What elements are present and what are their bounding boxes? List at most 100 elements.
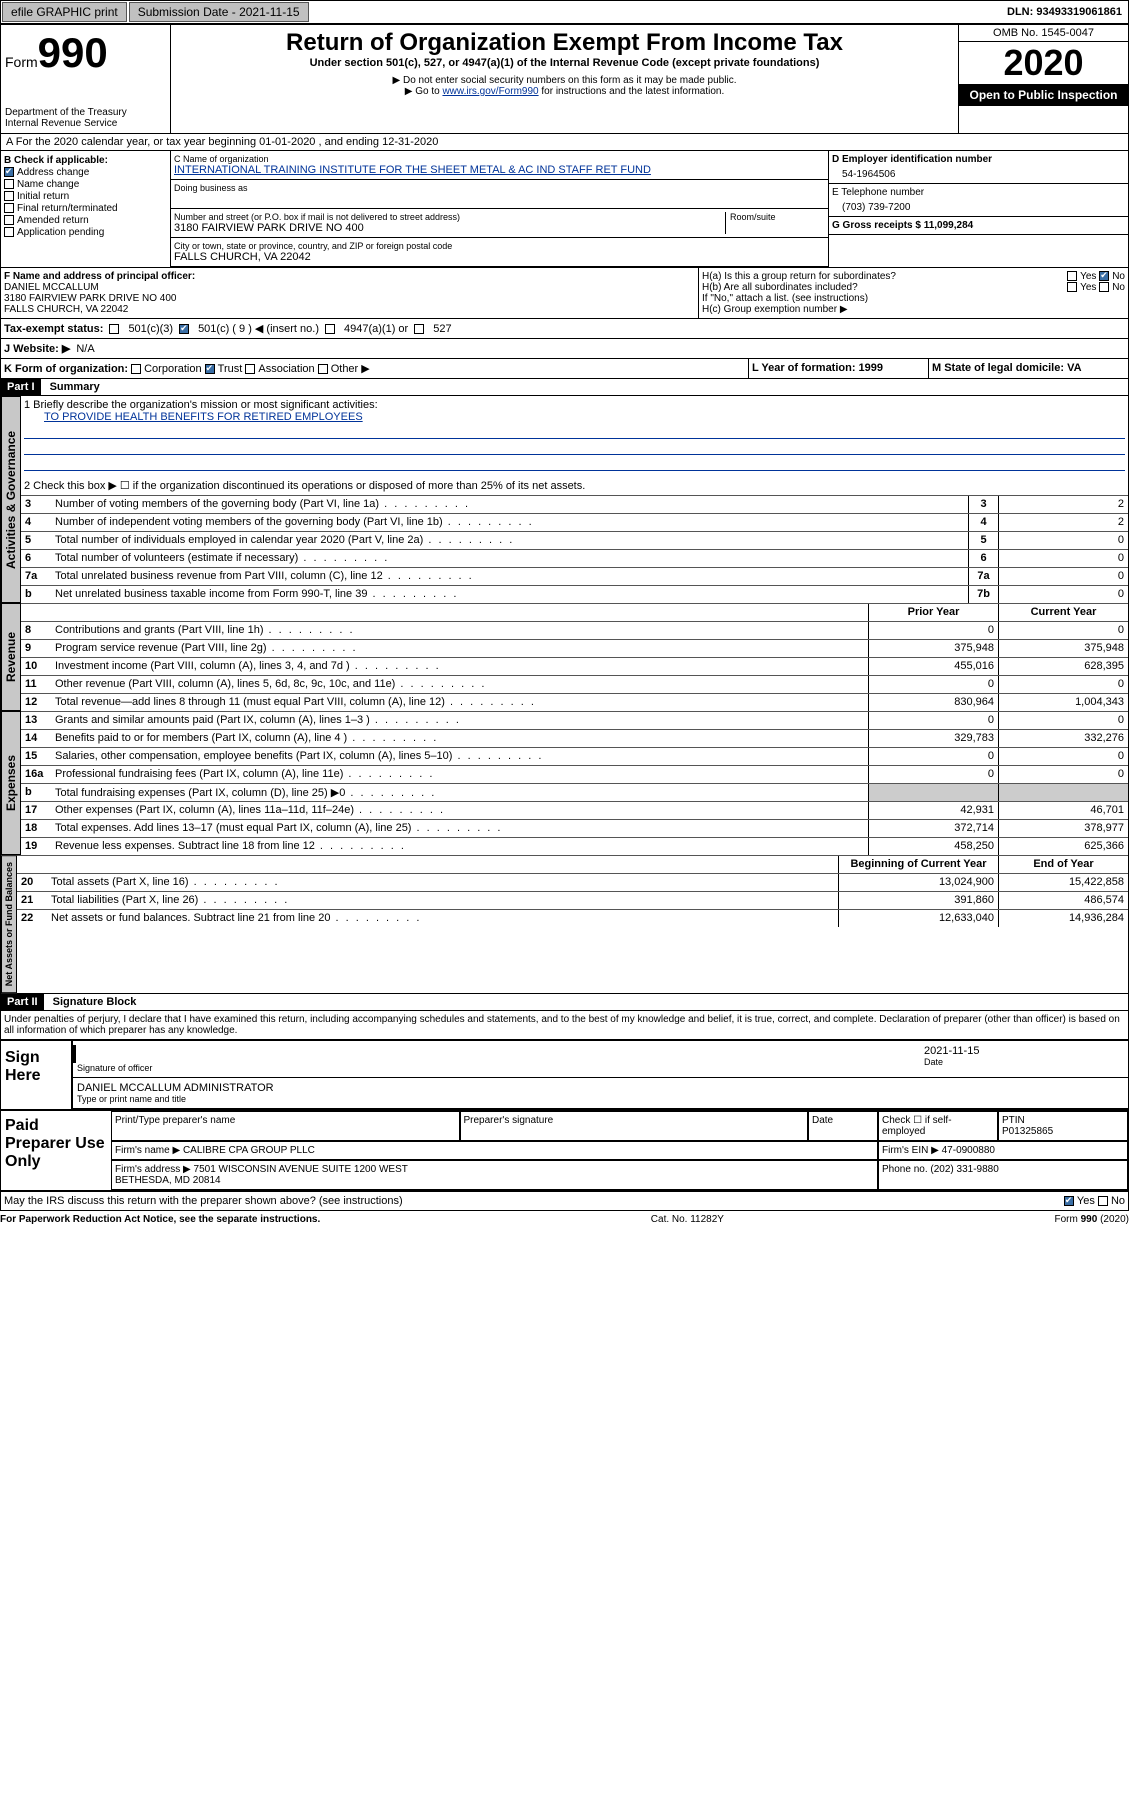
city-lbl: City or town, state or province, country… xyxy=(174,241,825,251)
chk-4947[interactable] xyxy=(325,324,335,334)
exp-row: 15Salaries, other compensation, employee… xyxy=(21,747,1128,765)
rev-row: 12Total revenue—add lines 8 through 11 (… xyxy=(21,693,1128,711)
d-lbl: D Employer identification number xyxy=(832,154,1125,165)
chk-corp[interactable] xyxy=(131,364,141,374)
chk-501c[interactable] xyxy=(179,324,189,334)
telephone: (703) 739-7200 xyxy=(832,198,1125,213)
sign-here-block: Sign Here Signature of officer 2021-11-1… xyxy=(1,1039,1128,1109)
ha-no[interactable] xyxy=(1099,271,1109,281)
hb-no[interactable] xyxy=(1099,282,1109,292)
hb-note: If "No," attach a list. (see instruction… xyxy=(702,293,1125,304)
perjury-declaration: Under penalties of perjury, I declare th… xyxy=(1,1011,1128,1039)
na-row: 22Net assets or fund balances. Subtract … xyxy=(17,909,1128,927)
col-current: Current Year xyxy=(998,604,1128,621)
form-header: Form990 Department of the Treasury Inter… xyxy=(1,25,1128,133)
activities-governance: Activities & Governance 1 Briefly descri… xyxy=(1,396,1128,603)
efile-button[interactable]: efile GRAPHIC print xyxy=(2,2,127,22)
chk-address-change[interactable] xyxy=(4,167,14,177)
footer-right: Form 990 (2020) xyxy=(1055,1214,1129,1225)
note-ssn: ▶ Do not enter social security numbers o… xyxy=(175,75,954,86)
discuss-no[interactable] xyxy=(1098,1196,1108,1206)
hc-lbl: H(c) Group exemption number ▶ xyxy=(702,304,1125,315)
hb-lbl: H(b) Are all subordinates included? xyxy=(702,282,858,293)
ag-row: 3Number of voting members of the governi… xyxy=(21,495,1128,513)
col-b-checkboxes: B Check if applicable: Address change Na… xyxy=(1,151,171,267)
ag-row: 6Total number of volunteers (estimate if… xyxy=(21,549,1128,567)
ag-row: 4Number of independent voting members of… xyxy=(21,513,1128,531)
firm-name: CALIBRE CPA GROUP PLLC xyxy=(183,1145,315,1156)
officer-addr2: FALLS CHURCH, VA 22042 xyxy=(4,304,695,315)
paid-label: Paid Preparer Use Only xyxy=(1,1111,111,1190)
sig-officer-lbl: Signature of officer xyxy=(77,1063,924,1073)
firm-ein-lbl: Firm's EIN ▶ xyxy=(882,1145,939,1156)
firm-name-lbl: Firm's name ▶ xyxy=(115,1145,180,1156)
tax-year: 2020 xyxy=(959,42,1128,84)
prep-name-hdr: Print/Type preparer's name xyxy=(111,1111,460,1141)
ein: 54-1964506 xyxy=(832,165,1125,180)
form-number: 990 xyxy=(38,29,108,76)
part2-bar: Part II xyxy=(1,994,44,1010)
irs-link[interactable]: www.irs.gov/Form990 xyxy=(442,86,538,97)
firm-ein: 47-0900880 xyxy=(942,1145,995,1156)
rev-header-row: Prior Year Current Year xyxy=(21,603,1128,621)
revenue-section: Revenue Prior Year Current Year 8Contrib… xyxy=(1,603,1128,711)
firm-addr-lbl: Firm's address ▶ xyxy=(115,1164,191,1175)
ptin-cell: PTINP01325865 xyxy=(998,1111,1128,1141)
vtab-ag: Activities & Governance xyxy=(1,396,21,603)
dept-irs: Internal Revenue Service xyxy=(5,118,166,129)
chk-initial[interactable] xyxy=(4,191,14,201)
l-year: L Year of formation: 1999 xyxy=(748,359,928,378)
ag-row: bNet unrelated business taxable income f… xyxy=(21,585,1128,603)
col-prior: Prior Year xyxy=(868,604,998,621)
header-left: Form990 Department of the Treasury Inter… xyxy=(1,25,171,133)
top-toolbar: efile GRAPHIC print Submission Date - 20… xyxy=(0,0,1129,24)
col-beginning: Beginning of Current Year xyxy=(838,856,998,873)
vtab-rev: Revenue xyxy=(1,603,21,711)
org-name[interactable]: INTERNATIONAL TRAINING INSTITUTE FOR THE… xyxy=(174,164,825,176)
dln-label: DLN: 93493319061861 xyxy=(1001,4,1128,20)
chk-trust[interactable] xyxy=(205,364,215,374)
exp-row: 18Total expenses. Add lines 13–17 (must … xyxy=(21,819,1128,837)
sign-here-label: Sign Here xyxy=(1,1041,71,1109)
room-lbl: Room/suite xyxy=(730,212,825,222)
discuss-yes[interactable] xyxy=(1064,1196,1074,1206)
line2: 2 Check this box ▶ ☐ if the organization… xyxy=(21,476,1128,495)
chk-assoc[interactable] xyxy=(245,364,255,374)
footer-left: For Paperwork Reduction Act Notice, see … xyxy=(0,1214,320,1225)
chk-other[interactable] xyxy=(318,364,328,374)
netassets-section: Net Assets or Fund Balances Beginning of… xyxy=(1,855,1128,993)
chk-pending[interactable] xyxy=(4,227,14,237)
chk-527[interactable] xyxy=(414,324,424,334)
addr-lbl: Number and street (or P.O. box if mail i… xyxy=(174,212,725,222)
rev-row: 10Investment income (Part VIII, column (… xyxy=(21,657,1128,675)
exp-row: 16aProfessional fundraising fees (Part I… xyxy=(21,765,1128,783)
form-word: Form xyxy=(5,54,38,70)
line-a: A For the 2020 calendar year, or tax yea… xyxy=(1,133,1128,150)
chk-amended[interactable] xyxy=(4,215,14,225)
chk-501c3[interactable] xyxy=(109,324,119,334)
k-lbl: K Form of organization: xyxy=(4,363,128,375)
prep-date-hdr: Date xyxy=(808,1111,878,1141)
header-right: OMB No. 1545-0047 2020 Open to Public In… xyxy=(958,25,1128,133)
tax-exempt-row: Tax-exempt status: 501(c)(3) 501(c) ( 9 … xyxy=(1,318,1128,338)
open-inspection: Open to Public Inspection xyxy=(959,84,1128,106)
part2-title: Signature Block xyxy=(47,994,143,1010)
submission-date-button[interactable]: Submission Date - 2021-11-15 xyxy=(129,2,309,22)
form-title: Return of Organization Exempt From Incom… xyxy=(175,29,954,57)
chk-final[interactable] xyxy=(4,203,14,213)
discuss-text: May the IRS discuss this return with the… xyxy=(4,1195,403,1207)
m-state: M State of legal domicile: VA xyxy=(928,359,1128,378)
officer-name: DANIEL MCCALLUM xyxy=(4,282,695,293)
hb-yes[interactable] xyxy=(1067,282,1077,292)
mission-text: TO PROVIDE HEALTH BENEFITS FOR RETIRED E… xyxy=(24,411,1125,423)
chk-name-change[interactable] xyxy=(4,179,14,189)
c-name-lbl: C Name of organization xyxy=(174,154,825,164)
dba-lbl: Doing business as xyxy=(174,183,825,193)
rev-row: 11Other revenue (Part VIII, column (A), … xyxy=(21,675,1128,693)
vtab-exp: Expenses xyxy=(1,711,21,855)
g-gross-receipts: G Gross receipts $ 11,099,284 xyxy=(829,217,1128,235)
ha-yes[interactable] xyxy=(1067,271,1077,281)
col-right: D Employer identification number 54-1964… xyxy=(828,151,1128,267)
part1-title: Summary xyxy=(44,379,106,395)
officer-name-title: DANIEL MCCALLUM ADMINISTRATOR xyxy=(77,1082,274,1094)
